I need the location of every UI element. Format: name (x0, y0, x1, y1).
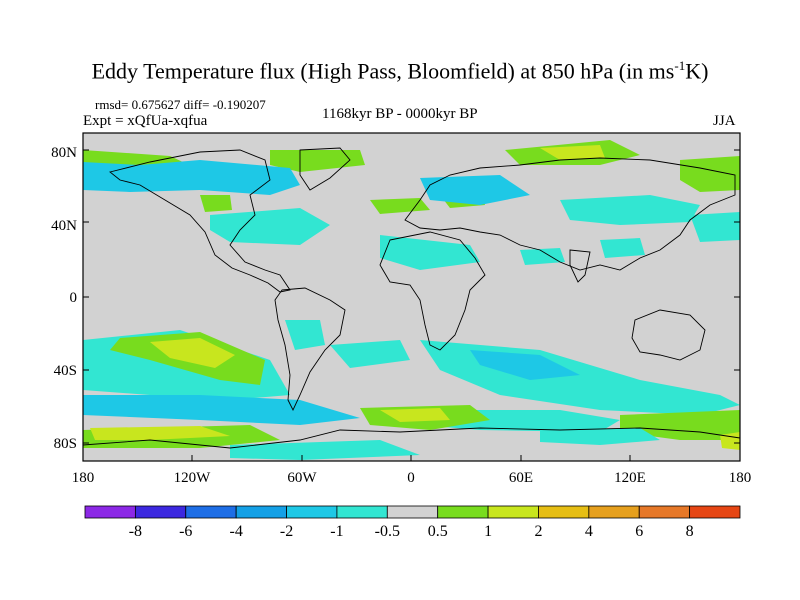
colorbar-swatch (235, 505, 287, 519)
lon-tick-label: 180 (729, 470, 752, 486)
map-title: Eddy Temperature flux (High Pass, Bloomf… (0, 58, 800, 84)
colorbar-swatch (286, 505, 338, 519)
colorbar-label: 1 (484, 523, 492, 540)
contour-region (150, 338, 235, 368)
contour-region (540, 145, 605, 160)
colorbar-swatch (336, 505, 388, 519)
colorbar-swatch (185, 505, 237, 519)
lat-tick-label: 80S (54, 436, 77, 452)
lon-tick-label: 0 (407, 470, 415, 486)
colorbar-swatch (538, 505, 590, 519)
colorbar-label: -2 (280, 523, 293, 540)
map-field (83, 133, 740, 461)
lon-tick-label: 60W (287, 470, 317, 486)
title-unit-end: K) (685, 58, 709, 84)
season-label: JJA (713, 113, 736, 129)
contour-region (720, 432, 740, 450)
lon-tick-label: 180 (72, 470, 95, 486)
axis-ticks (82, 149, 741, 461)
contour-region (210, 208, 330, 245)
contour-region (230, 440, 420, 460)
lat-tick-label: 40N (51, 218, 77, 234)
colorbar-swatch (487, 505, 539, 519)
colorbar-swatch (588, 505, 640, 519)
axis-labels: 80N 40N 0 40S 80S 180 120W 60W 0 60E 120… (51, 145, 751, 486)
eurasia-coast (404, 157, 736, 271)
colorbar-swatch (386, 505, 439, 519)
contour-region (600, 238, 645, 258)
colorbar-label: -6 (179, 523, 192, 540)
title-text: Eddy Temperature flux (High Pass, Bloomf… (91, 58, 675, 84)
australia-coast (631, 309, 706, 361)
contour-region (200, 195, 232, 212)
antarctica-coast (83, 427, 740, 449)
contour-region (690, 212, 740, 242)
colorbar-swatch (84, 505, 136, 519)
south-america-coast (274, 287, 346, 412)
contour-region (380, 408, 450, 422)
rmsd-label: rmsd= 0.675627 diff= -0.190207 (95, 97, 266, 112)
india-coast (569, 249, 591, 283)
colorbar-label: 0.5 (428, 523, 448, 540)
contour-region (520, 248, 565, 265)
contour-region (90, 426, 230, 440)
contour-region (370, 198, 430, 214)
contour-region (285, 320, 325, 350)
lat-tick-label: 80N (51, 145, 77, 161)
colorbar-label: 8 (686, 523, 694, 540)
greenland-coast (299, 147, 351, 191)
contour-region (380, 235, 480, 270)
contour-region (620, 410, 740, 440)
lat-tick-label: 0 (70, 290, 78, 306)
period-label: 1168kyr BP - 0000kyr BP (322, 106, 478, 122)
colorbar-label: -0.5 (375, 523, 400, 540)
north-america-coast (109, 149, 291, 293)
africa-coast (379, 231, 486, 351)
colorbar (84, 505, 741, 519)
lon-tick-label: 60E (509, 470, 533, 486)
colorbar-swatch (689, 505, 741, 519)
contour-region (680, 156, 740, 192)
experiment-label: Expt = xQfUa-xqfua (83, 113, 208, 129)
colorbar-swatch (134, 505, 187, 519)
colorbar-label: 4 (585, 523, 593, 540)
contour-region (420, 175, 530, 205)
lon-tick-label: 120W (174, 470, 212, 486)
contour-region (470, 350, 580, 380)
lon-tick-label: 120E (614, 470, 646, 486)
title-superscript: -1 (674, 58, 686, 73)
contour-region (540, 428, 660, 445)
contour-region (83, 395, 360, 425)
colorbar-label: 2 (534, 523, 542, 540)
colorbar-swatch (638, 505, 691, 519)
contour-region (83, 160, 300, 195)
coastlines (83, 147, 740, 449)
contour-region (330, 340, 410, 368)
contour-region (270, 150, 365, 172)
colorbar-label: -4 (229, 523, 242, 540)
colorbar-label: 6 (635, 523, 643, 540)
contour-region (560, 195, 700, 225)
colorbar-label: -8 (129, 523, 142, 540)
colorbar-labels: -8 -6 -4 -2 -1 -0.5 0.5 1 2 4 6 8 (129, 523, 694, 540)
lat-tick-label: 40S (54, 363, 77, 379)
colorbar-label: -1 (330, 523, 343, 540)
colorbar-swatch (437, 505, 489, 519)
